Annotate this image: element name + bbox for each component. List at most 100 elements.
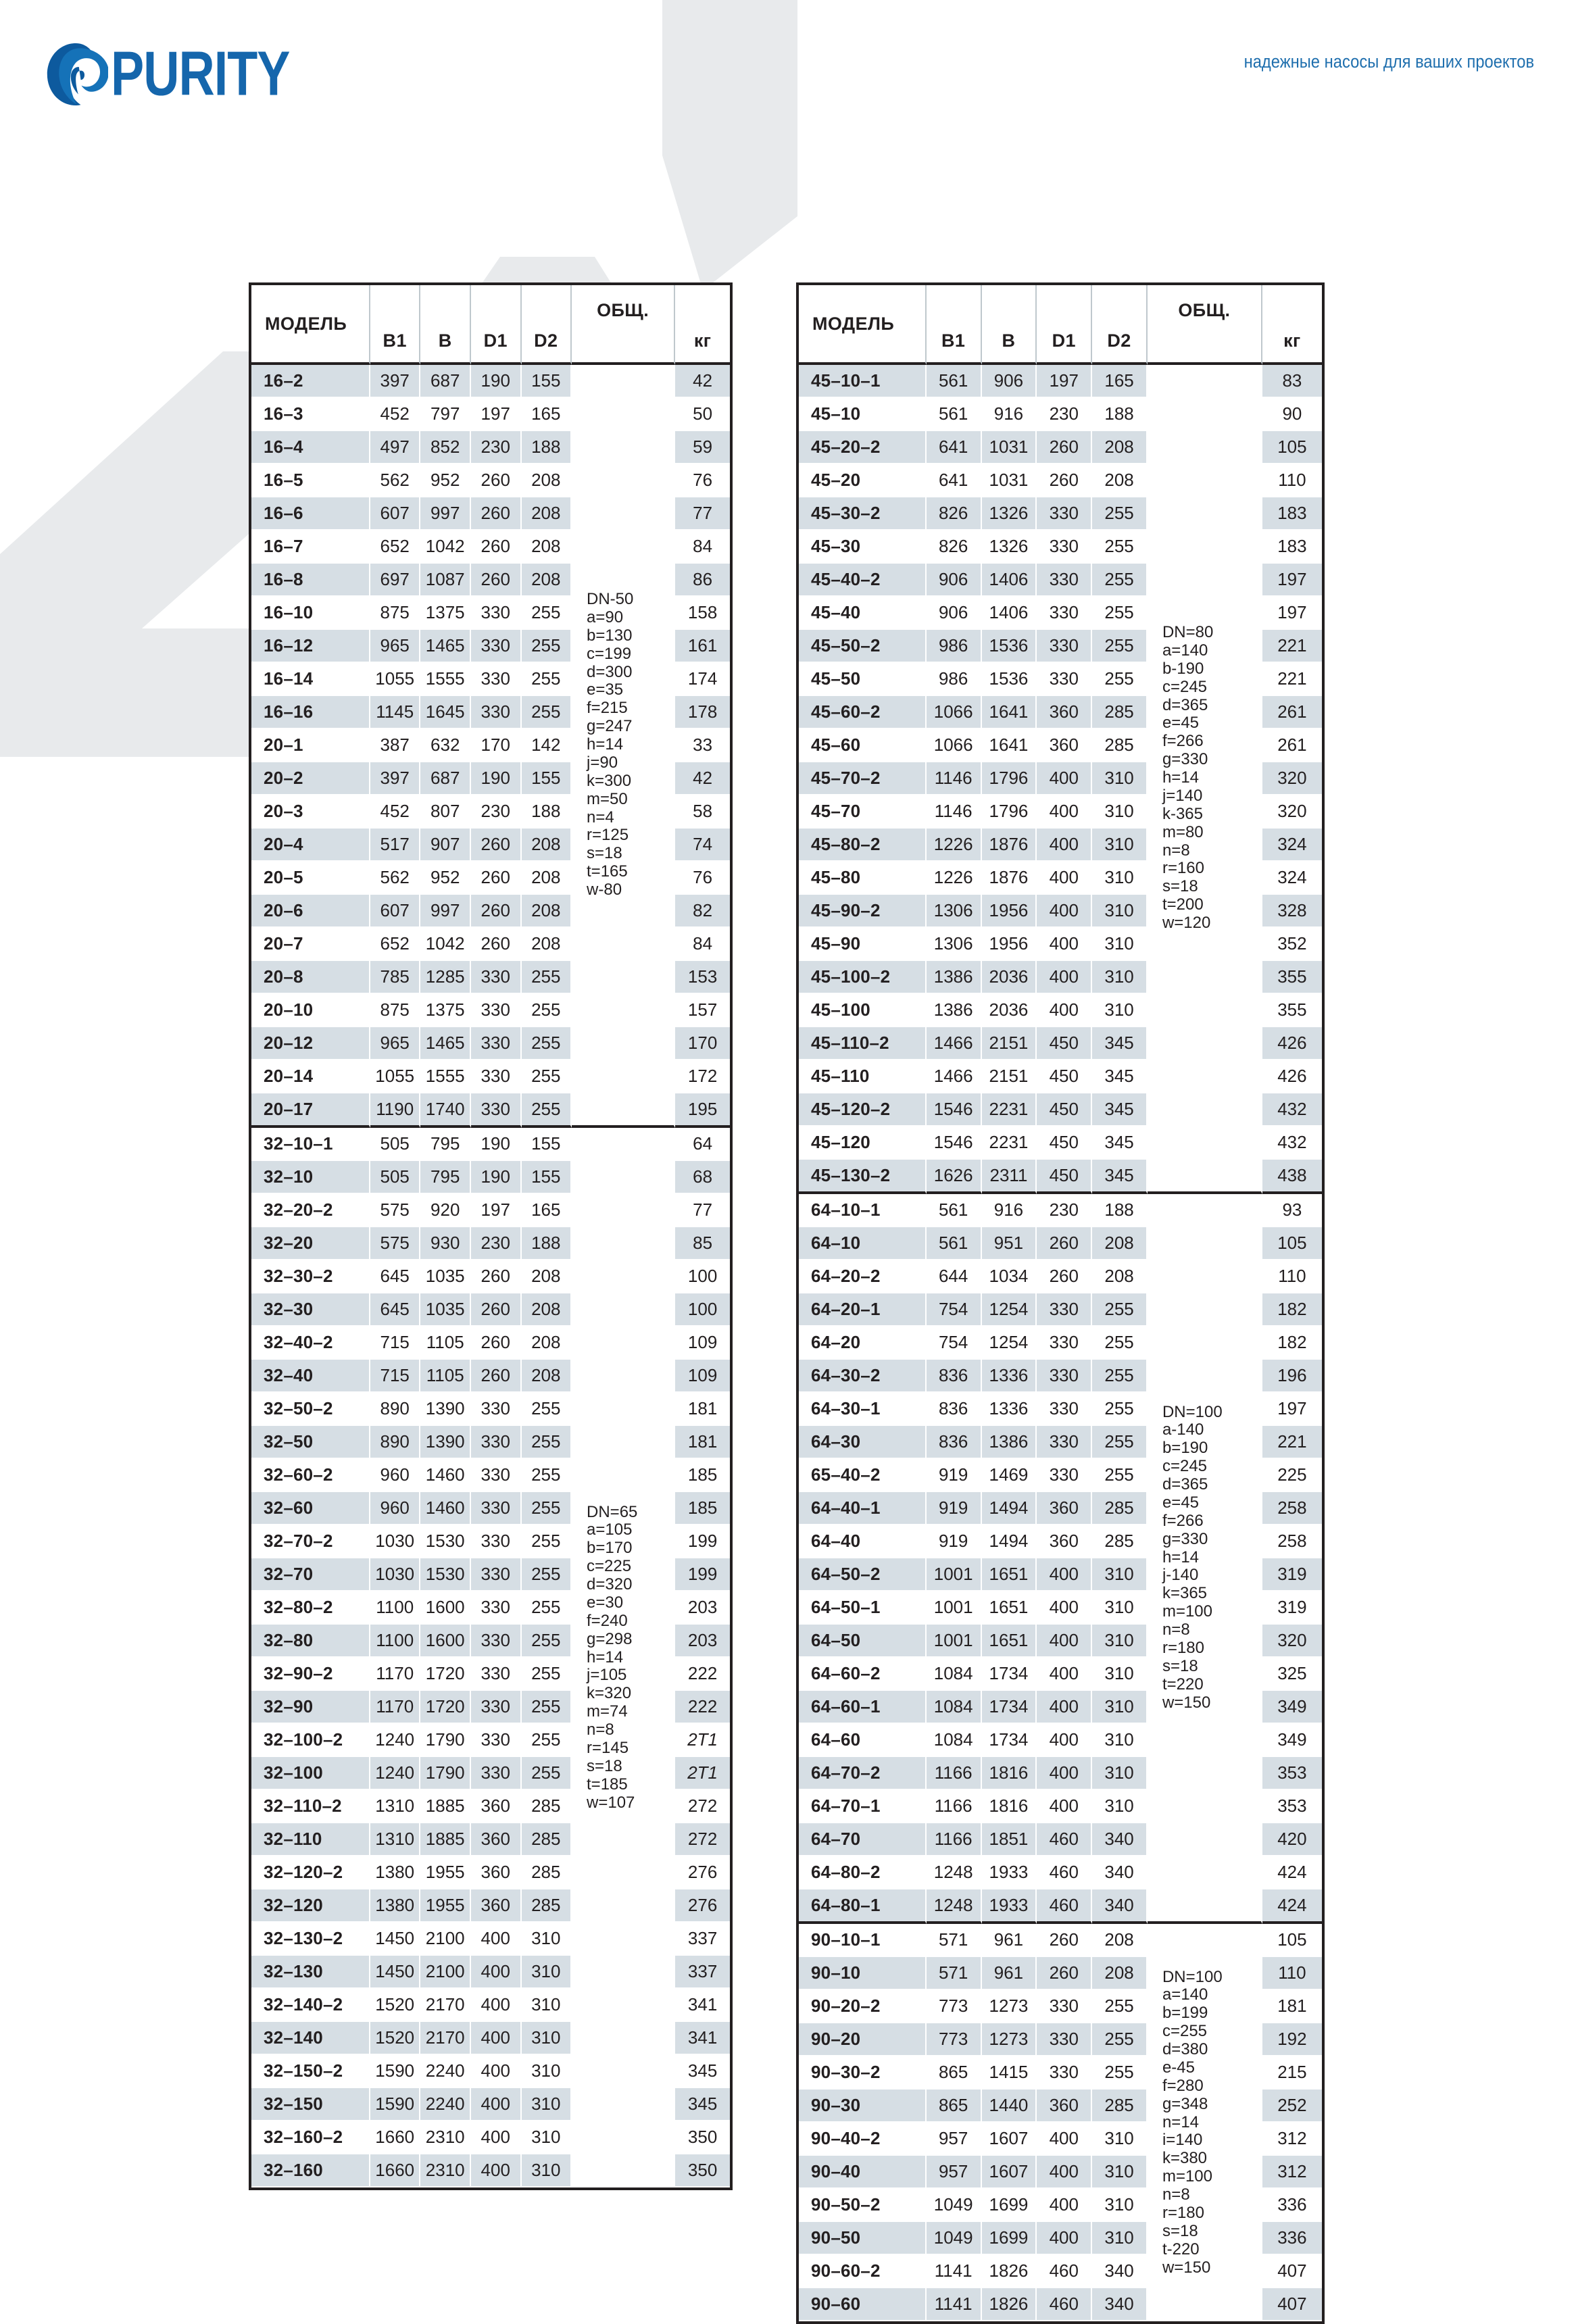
- cell-d1: 400: [470, 2154, 522, 2187]
- cell-d2: 188: [1092, 1194, 1148, 1227]
- cell-d2: 255: [521, 1757, 572, 1790]
- cell-d2: 255: [1092, 1426, 1148, 1459]
- cell-b1: 1626: [926, 1160, 982, 1194]
- cell-b1: 1590: [370, 2088, 421, 2121]
- table-row: 32–130 1450 2100 400 310 337: [251, 1956, 730, 1989]
- cell-d2: 208: [521, 1327, 572, 1360]
- cell-d1: 360: [1037, 696, 1093, 729]
- table-row: 32–40–2 715 1105 260 208 109: [251, 1327, 730, 1360]
- cell-model: 32–40: [251, 1360, 370, 1393]
- table-row: 45–110–2 1466 2151 450 345 426: [799, 1027, 1322, 1060]
- cell-d1: 360: [470, 1790, 522, 1823]
- cell-d2: 310: [1092, 895, 1148, 928]
- cell-d2: 255: [1092, 2056, 1148, 2090]
- cell-d1: 260: [470, 1293, 522, 1327]
- cell-b1: 1066: [926, 696, 982, 729]
- cell-b1: 1030: [370, 1558, 421, 1591]
- cell-b1: 1170: [370, 1691, 421, 1724]
- cell-d1: 400: [1037, 862, 1093, 895]
- purity-watermark: [0, 0, 797, 845]
- cell-model: 64–30: [799, 1426, 927, 1459]
- table-row: 45–40–2 906 1406 330 255 197: [799, 564, 1322, 597]
- cell-b1: 957: [926, 2123, 982, 2156]
- cell-b: 687: [420, 365, 471, 398]
- cell-model: 45–90: [799, 928, 927, 961]
- cell-d2: 340: [1092, 1856, 1148, 1889]
- cell-b: 795: [420, 1128, 471, 1161]
- cell-kg: 272: [675, 1823, 730, 1856]
- cell-b1: 561: [926, 1194, 982, 1227]
- cell-model: 32–70–2: [251, 1525, 370, 1558]
- cell-kg: 42: [675, 365, 730, 398]
- table-row: 16–2 397 687 190 155 DN-50 a=90 b=130 c=199 d…: [251, 365, 730, 1128]
- cell-d1: 450: [1037, 1127, 1093, 1160]
- cell-b1: 1520: [370, 2022, 421, 2055]
- cell-b: 2151: [981, 1060, 1037, 1093]
- cell-d1: 450: [1037, 1027, 1093, 1060]
- cell-model: 20–7: [251, 928, 370, 961]
- cell-d2: 310: [1092, 1625, 1148, 1658]
- cell-b: 1087: [420, 564, 471, 597]
- cell-obshch-spec: DN=65 a=105 b=170 c=225 d=320 e=30 f=240…: [572, 1128, 676, 2187]
- cell-model: 45–80: [799, 862, 927, 895]
- cell-d1: 330: [470, 961, 522, 994]
- cell-b: 1555: [420, 1060, 471, 1093]
- cell-kg: 261: [1262, 729, 1322, 762]
- cell-b: 952: [420, 464, 471, 497]
- cell-d2: 310: [521, 2088, 572, 2121]
- cell-kg: 312: [1262, 2123, 1322, 2156]
- cell-b1: 906: [926, 564, 982, 597]
- cell-b1: 826: [926, 497, 982, 530]
- cell-d2: 285: [521, 1790, 572, 1823]
- cell-b1: 1466: [926, 1027, 982, 1060]
- table-row: 64–40–1 919 1494 360 285 258: [799, 1492, 1322, 1525]
- cell-b1: 836: [926, 1360, 982, 1393]
- cell-model: 16–14: [251, 663, 370, 696]
- cell-b1: 773: [926, 1990, 982, 2023]
- cell-b: 916: [981, 1194, 1037, 1227]
- cell-d2: 310: [1092, 1724, 1148, 1757]
- cell-model: 90–10–1: [799, 1924, 927, 1957]
- cell-b: 1600: [420, 1625, 471, 1658]
- col-header-b1: B1: [370, 285, 421, 365]
- cell-model: 32–150–2: [251, 2055, 370, 2088]
- table-row: 64–30–2 836 1336 330 255 196: [799, 1360, 1322, 1393]
- cell-b: 920: [420, 1194, 471, 1227]
- cell-model: 32–160: [251, 2154, 370, 2187]
- cell-b1: 1170: [370, 1658, 421, 1691]
- cell-kg: 84: [675, 928, 730, 961]
- cell-d2: 208: [521, 862, 572, 895]
- table-row: 32–150 1590 2240 400 310 345: [251, 2088, 730, 2121]
- cell-b1: 754: [926, 1327, 982, 1360]
- cell-b: 1876: [981, 862, 1037, 895]
- cell-b: 916: [981, 398, 1037, 431]
- cell-b: 997: [420, 497, 471, 530]
- cell-kg: 350: [675, 2121, 730, 2154]
- cell-d2: 310: [1092, 2156, 1148, 2189]
- header-tagline: надежные насосы для ваших проектов: [1243, 51, 1534, 72]
- cell-d2: 255: [521, 1426, 572, 1459]
- cell-b1: 1049: [926, 2222, 982, 2255]
- cell-b: 997: [420, 895, 471, 928]
- cell-kg: 77: [675, 1194, 730, 1227]
- cell-kg: 203: [675, 1625, 730, 1658]
- cell-b: 1406: [981, 597, 1037, 630]
- cell-d2: 285: [521, 1889, 572, 1923]
- cell-b1: 1466: [926, 1060, 982, 1093]
- cell-b1: 1145: [370, 696, 421, 729]
- cell-b1: 1240: [370, 1757, 421, 1790]
- col-header-d1: D1: [1037, 285, 1093, 365]
- cell-d1: 230: [470, 795, 522, 829]
- cell-model: 45–20–2: [799, 431, 927, 464]
- cell-b: 632: [420, 729, 471, 762]
- table-row: 64–40 919 1494 360 285 258: [799, 1525, 1322, 1558]
- table-row: 65–40–2 919 1469 330 255 225: [799, 1459, 1322, 1492]
- cell-kg: 2T1: [675, 1724, 730, 1757]
- cell-kg: 170: [675, 1027, 730, 1060]
- cell-b1: 1146: [926, 795, 982, 829]
- cell-b: 852: [420, 431, 471, 464]
- cell-kg: 77: [675, 497, 730, 530]
- cell-model: 64–80–2: [799, 1856, 927, 1889]
- cell-model: 32–50: [251, 1426, 370, 1459]
- cell-b: 1816: [981, 1757, 1037, 1790]
